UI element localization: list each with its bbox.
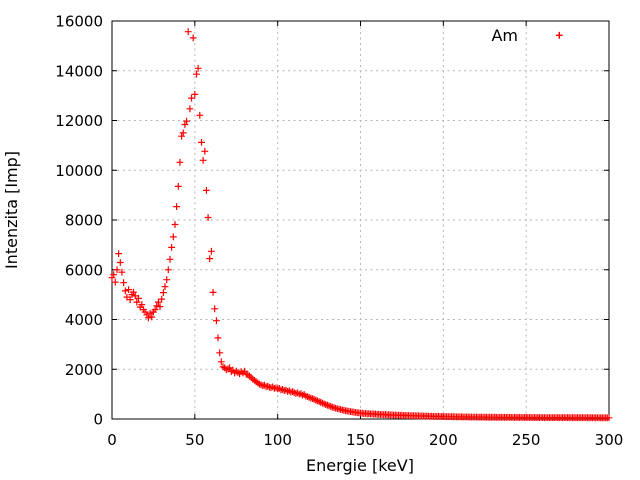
x-tick-label: 300 — [595, 431, 624, 449]
y-tick-label: 2000 — [65, 361, 103, 379]
x-tick-label: 0 — [107, 431, 117, 449]
x-tick-label: 250 — [512, 431, 541, 449]
x-tick-label: 50 — [185, 431, 204, 449]
y-tick-label: 4000 — [65, 311, 103, 329]
y-tick-label: 12000 — [55, 112, 103, 130]
x-tick-label: 100 — [263, 431, 292, 449]
y-tick-labels: 0 2000 4000 6000 8000 10000 12000 14000 16000 — [55, 13, 103, 429]
x-axis-label: Energie [keV] — [306, 456, 414, 475]
legend-plus-marker-icon — [555, 31, 563, 39]
x-tick-label: 150 — [346, 431, 375, 449]
y-tick-label: 6000 — [65, 261, 103, 279]
grid-lines — [112, 21, 609, 419]
y-tick-label: 0 — [93, 411, 103, 429]
legend-series-label: Am — [491, 26, 518, 45]
legend: Am — [491, 26, 563, 45]
x-tick-label: 200 — [429, 431, 458, 449]
y-axis-label: Intenzita [Imp] — [2, 151, 21, 269]
series-am-data-points — [108, 28, 613, 422]
y-tick-label: 16000 — [55, 13, 103, 31]
y-tick-label: 10000 — [55, 162, 103, 180]
x-tick-labels: 0 50 100 150 200 250 300 — [107, 431, 623, 449]
y-tick-label: 14000 — [55, 62, 103, 80]
y-tick-label: 8000 — [65, 212, 103, 230]
axis-ticks — [111, 20, 610, 420]
